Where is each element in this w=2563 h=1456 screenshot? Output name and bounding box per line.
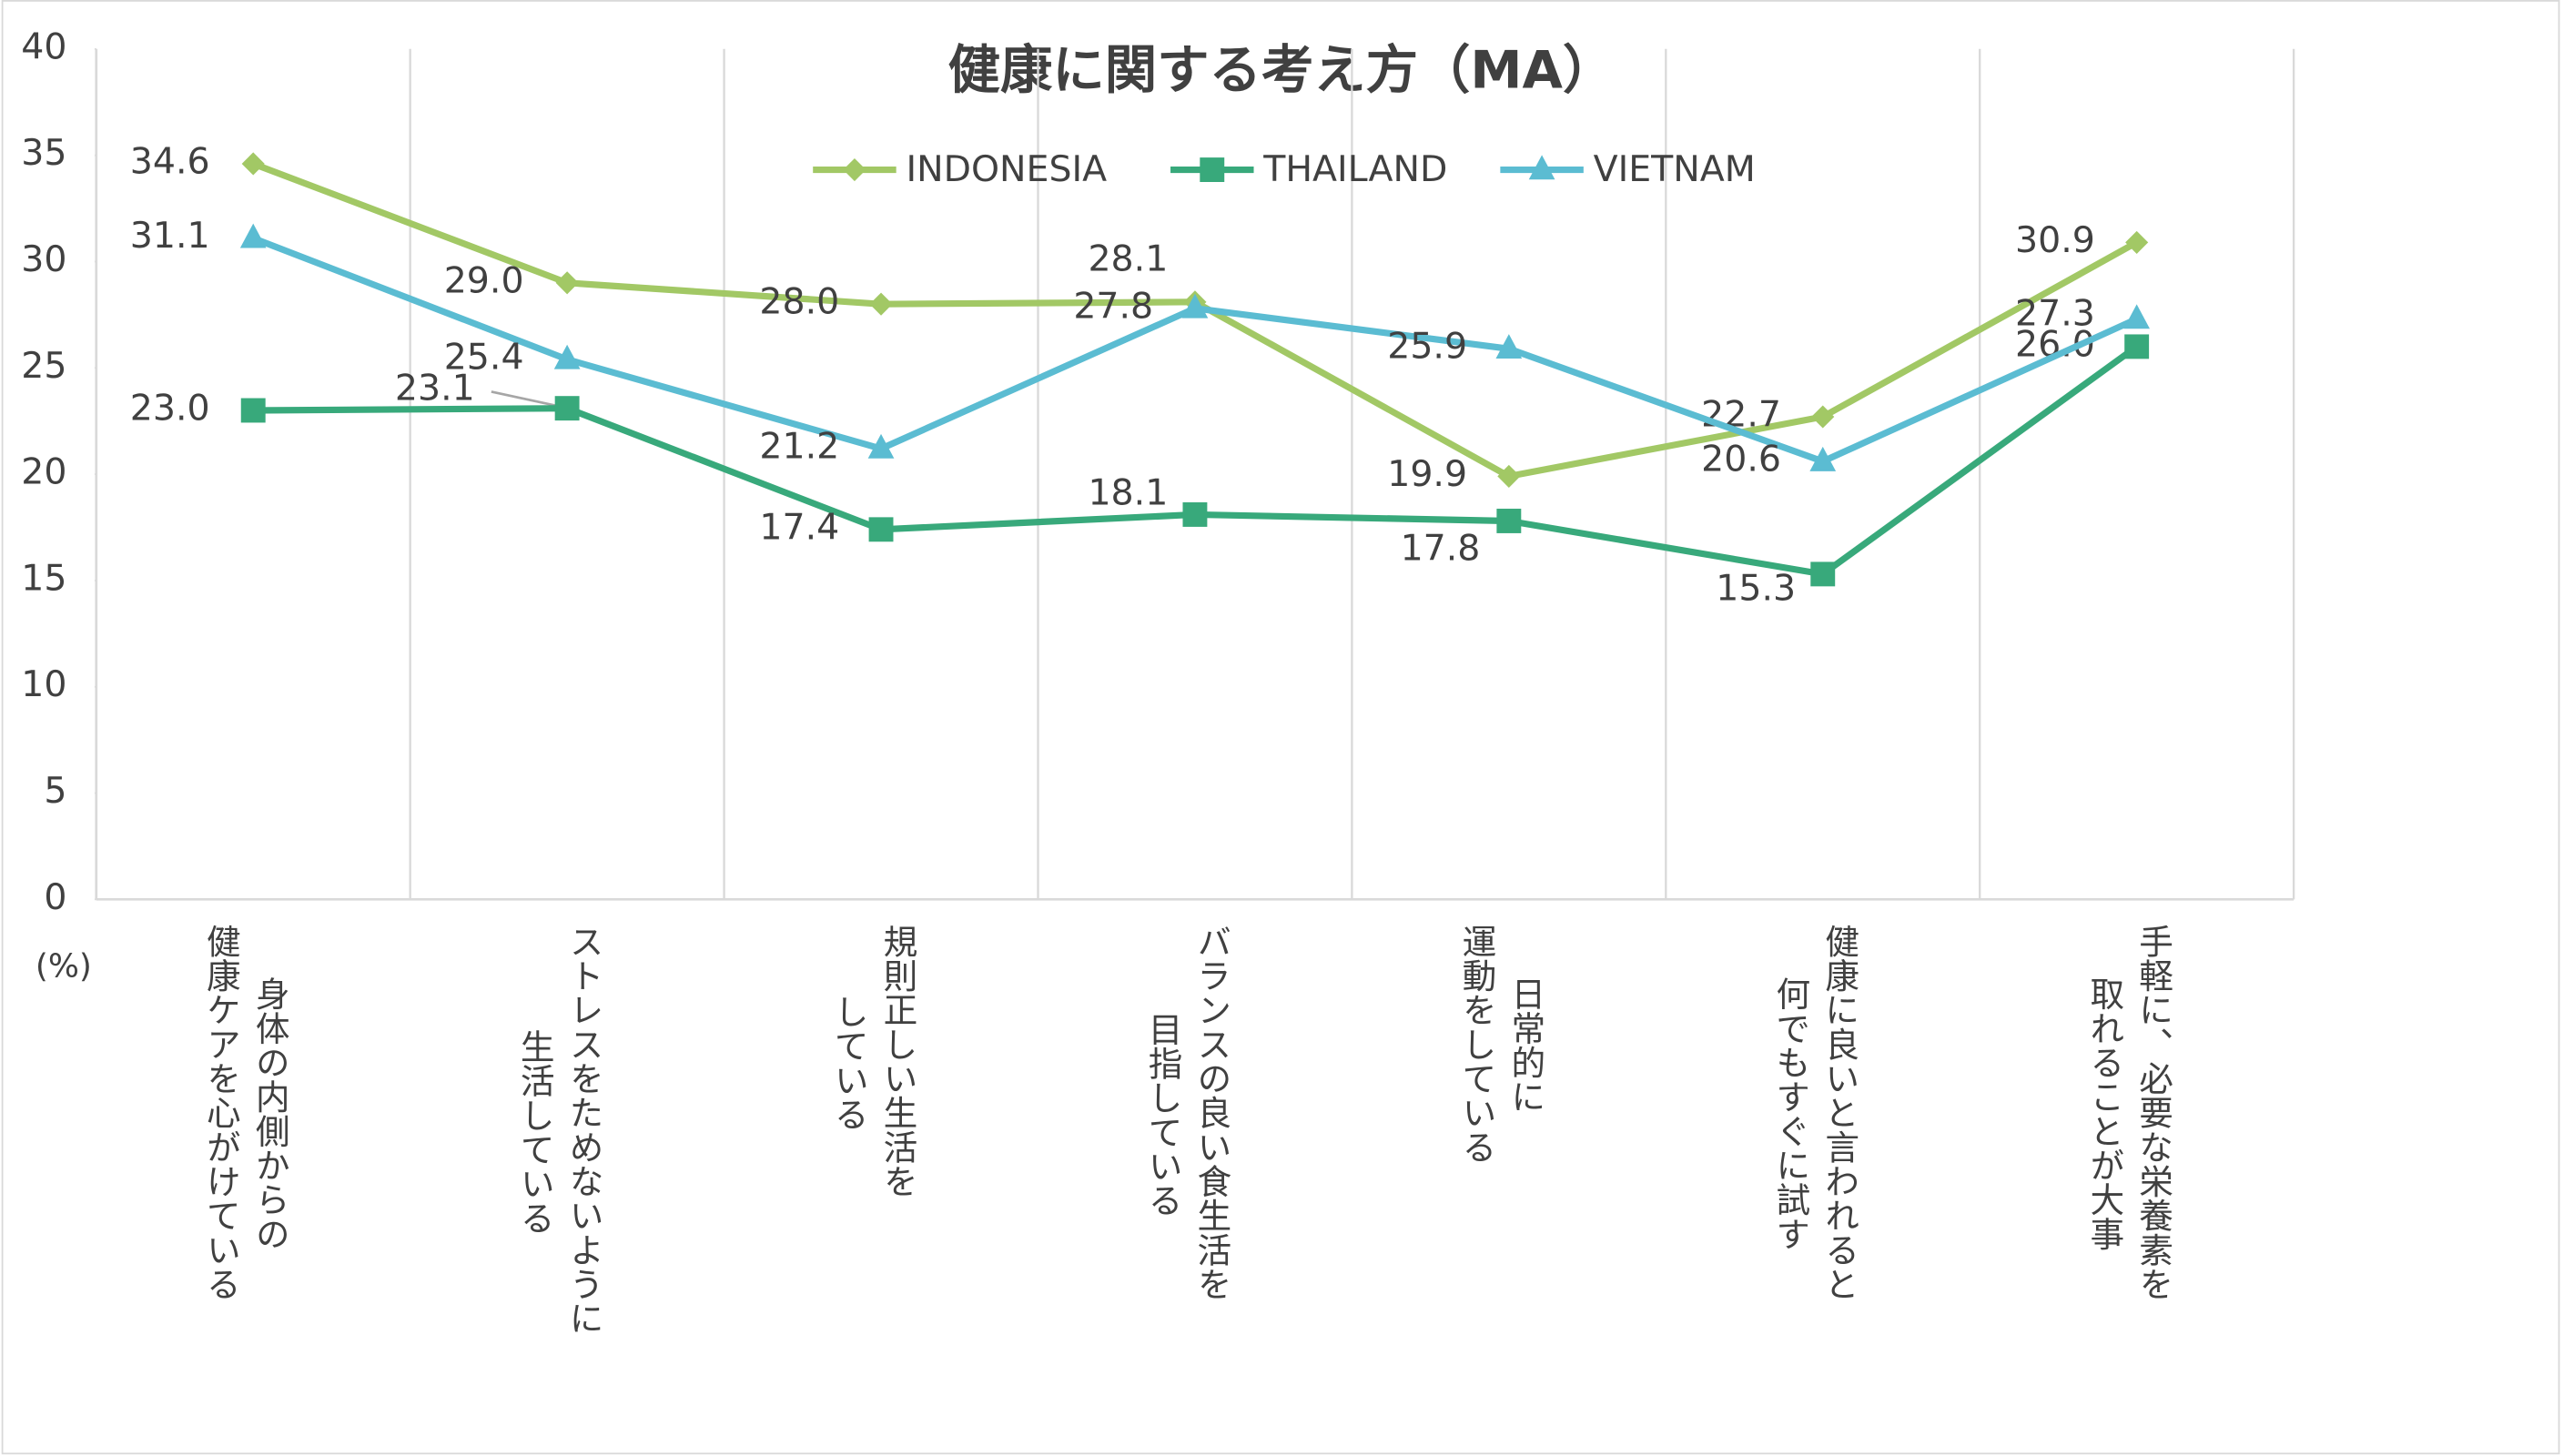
y-tick-label: 20 [21,451,66,493]
point [2124,334,2150,359]
x-tick-label: 生活している [514,1029,554,1235]
point [1181,293,1209,318]
data-label: 31.1 [130,215,210,257]
y-tick-label: 0 [44,876,66,918]
x-tick-label: 健康ケアを心がけている [200,924,240,1300]
point [869,292,893,316]
data-label: 17.8 [1401,527,1481,569]
legend-marker [1200,157,1225,182]
data-label: 27.3 [2015,292,2095,334]
point [1182,502,1208,527]
point [867,433,895,459]
data-label: 30.9 [2015,219,2095,261]
point [553,344,581,369]
data-label: 17.4 [759,506,839,548]
data-label: 23.0 [130,387,210,429]
x-tick-label: 手軽に、必要な栄養素を [2133,924,2173,1300]
x-tick-label: 取れることが大事 [2084,976,2124,1250]
x-tick-label: 身体の内側からの [249,976,289,1250]
x-tick-label: 目指している [1142,1012,1182,1218]
y-tick-label: 10 [21,663,66,705]
chart-title: 健康に関する考え方（MA） [948,39,1616,100]
legend-label: THAILAND [1262,148,1447,190]
point [1811,405,1835,429]
data-label: 20.6 [1701,439,1781,480]
y-tick-label: 5 [44,770,66,812]
point [2123,304,2151,329]
point [240,398,266,423]
y-tick-label: 40 [21,25,66,67]
data-label: 28.1 [1088,238,1168,279]
data-label: 19.9 [1387,453,1467,495]
point [868,517,894,542]
legend-label: INDONESIA [906,148,1107,190]
point [1809,446,1837,471]
data-label: 28.0 [759,281,839,323]
point [1496,509,1522,533]
data-label: 22.7 [1701,393,1781,435]
legend-marker [1528,155,1555,180]
point [239,223,267,248]
x-tick-label: している [828,994,868,1131]
x-tick-label: 規則正しい生活を [877,924,917,1198]
data-label: 27.8 [1073,285,1153,327]
point [2125,230,2149,254]
legend-marker [843,157,866,182]
data-label: 25.4 [444,336,524,378]
x-tick-label: 運動をしている [1456,924,1496,1164]
data-label: 34.6 [130,140,210,182]
data-label: 18.1 [1088,471,1168,513]
x-tick-label: 日常的に [1505,976,1545,1114]
data-label: 21.2 [759,426,839,468]
data-label: 29.0 [444,259,524,301]
y-tick-label: 30 [21,238,66,280]
x-tick-label: バランスの良い食生活を [1191,924,1231,1300]
x-tick-label: 健康に良いと言われると [1819,924,1859,1300]
y-tick-label: 15 [21,557,66,599]
y-tick-label: 35 [21,132,66,174]
point [1810,561,1836,587]
leader-line [491,390,561,408]
x-tick-label: ストレスをためないように [563,924,603,1335]
legend-label: VIETNAM [1594,148,1756,190]
y-tick-label: 25 [21,345,66,387]
data-label: 23.1 [395,367,475,409]
point [1495,334,1523,359]
y-unit-label: (%) [35,948,92,986]
point [554,396,580,421]
data-label: 25.9 [1387,326,1467,368]
x-tick-label: 何でもすぐに試す [1770,976,1810,1250]
data-label: 15.3 [1716,567,1796,609]
